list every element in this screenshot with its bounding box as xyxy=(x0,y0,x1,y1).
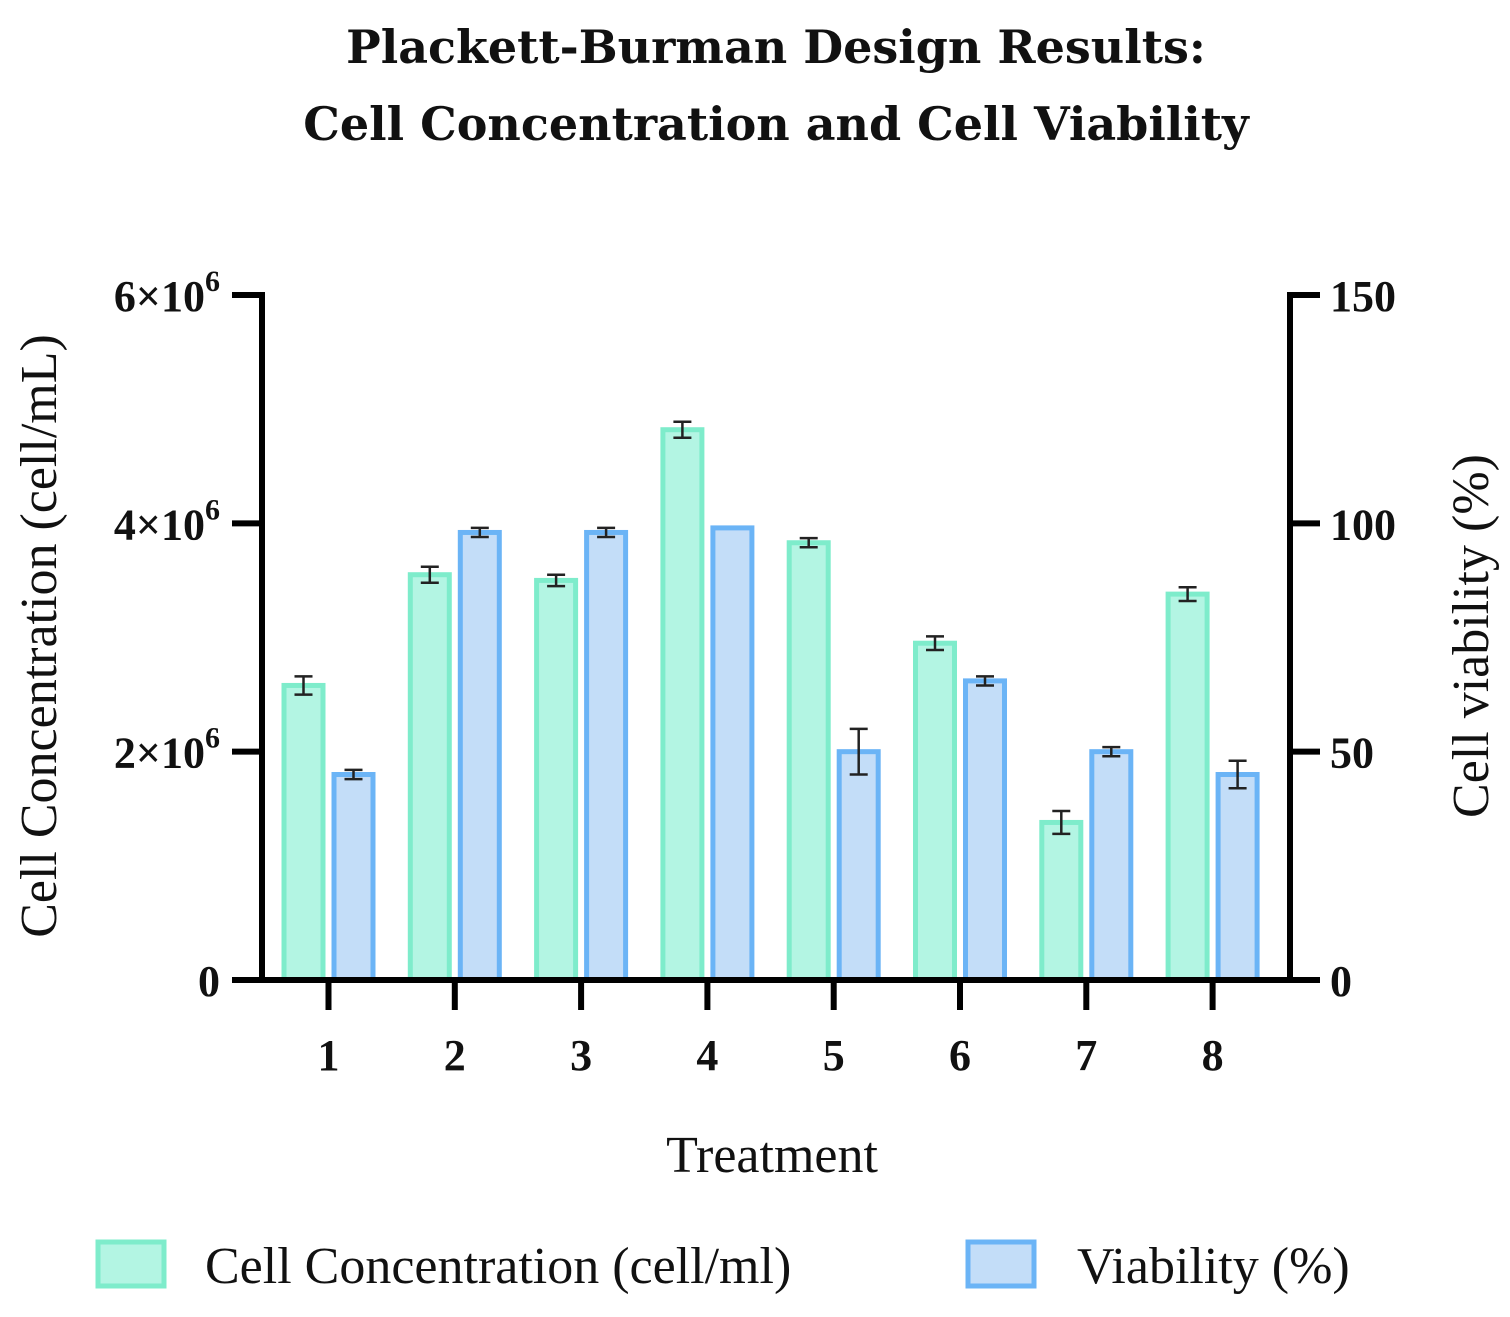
chart-marks xyxy=(281,420,1260,983)
concentration-error-bar-4 xyxy=(673,420,692,439)
viability-bar-5 xyxy=(836,749,881,983)
viability-bar-6 xyxy=(963,678,1007,983)
legend-swatch xyxy=(965,1239,1037,1289)
viability-error-bar-5 xyxy=(849,727,868,776)
legend: Cell Concentration (cell/ml) Viability (%… xyxy=(95,1238,1350,1295)
concentration-bar-5 xyxy=(786,540,831,983)
right-tick-label: 50 xyxy=(1330,729,1374,778)
x-tick-label: 2 xyxy=(444,1031,466,1080)
concentration-error-bar-7 xyxy=(1052,809,1071,836)
concentration-bar-8 xyxy=(1165,591,1210,983)
concentration-error-bar-5 xyxy=(799,536,818,549)
left-tick-label: 2×106 xyxy=(114,722,220,778)
x-tick-label: 4 xyxy=(696,1031,718,1080)
left-axis-label: Cell Concentration (cell/mL) xyxy=(11,334,68,938)
viability-bar-8 xyxy=(1215,772,1260,983)
right-tick-label: 0 xyxy=(1330,957,1352,1006)
concentration-error-bar-6 xyxy=(926,635,944,652)
viability-bar-7 xyxy=(1089,749,1134,983)
left-tick-label: 0 xyxy=(198,957,220,1006)
viability-bar-3 xyxy=(584,529,629,983)
right-axis-label: Cell viability (%) xyxy=(1443,454,1500,818)
viability-bar-2 xyxy=(457,529,502,983)
concentration-bar-7 xyxy=(1039,819,1084,983)
right-tick-label: 100 xyxy=(1330,500,1396,549)
concentration-error-bar-2 xyxy=(420,565,439,584)
concentration-error-bar-3 xyxy=(547,573,566,588)
chart-subtitle: Cell Concentration and Cell Viability xyxy=(303,97,1250,151)
chart-axes: 0 2×106 4×106 6×106 0 50 100 150 1 2 3 4 5 6 7 8 xyxy=(114,265,1396,1080)
right-tick-label: 150 xyxy=(1330,272,1396,321)
legend-swatch xyxy=(95,1239,167,1289)
concentration-error-bar-8 xyxy=(1178,586,1197,603)
concentration-bar-4 xyxy=(660,427,705,983)
left-tick-label: 6×106 xyxy=(114,265,220,321)
viability-error-bar-7 xyxy=(1102,745,1121,758)
x-axis-label: Treatment xyxy=(666,1127,878,1184)
x-tick-label: 3 xyxy=(570,1031,592,1080)
legend-item-concentration: Cell Concentration (cell/ml) xyxy=(95,1238,791,1295)
x-tick-label: 5 xyxy=(823,1031,845,1080)
viability-bar-1 xyxy=(331,772,376,983)
viability-error-bar-8 xyxy=(1228,759,1247,790)
legend-label: Cell Concentration (cell/ml) xyxy=(205,1238,791,1295)
viability-error-bar-6 xyxy=(976,675,994,687)
x-tick-label: 8 xyxy=(1202,1031,1224,1080)
concentration-bar-3 xyxy=(534,577,579,983)
legend-label: Viability (%) xyxy=(1077,1238,1350,1295)
concentration-bar-1 xyxy=(281,682,326,983)
x-tick-label: 1 xyxy=(318,1031,340,1080)
viability-bar-4 xyxy=(710,525,755,983)
left-tick-label: 4×106 xyxy=(114,493,220,549)
concentration-error-bar-1 xyxy=(294,675,313,696)
viability-error-bar-2 xyxy=(470,526,489,539)
viability-error-bar-3 xyxy=(597,526,616,539)
x-tick-label: 6 xyxy=(949,1031,971,1080)
legend-item-viability: Viability (%) xyxy=(965,1238,1350,1295)
concentration-bar-6 xyxy=(913,640,957,983)
chart-title: Plackett-Burman Design Results: xyxy=(346,20,1206,74)
concentration-bar-2 xyxy=(407,572,452,983)
viability-error-bar-1 xyxy=(344,768,363,781)
x-tick-label: 7 xyxy=(1075,1031,1097,1080)
